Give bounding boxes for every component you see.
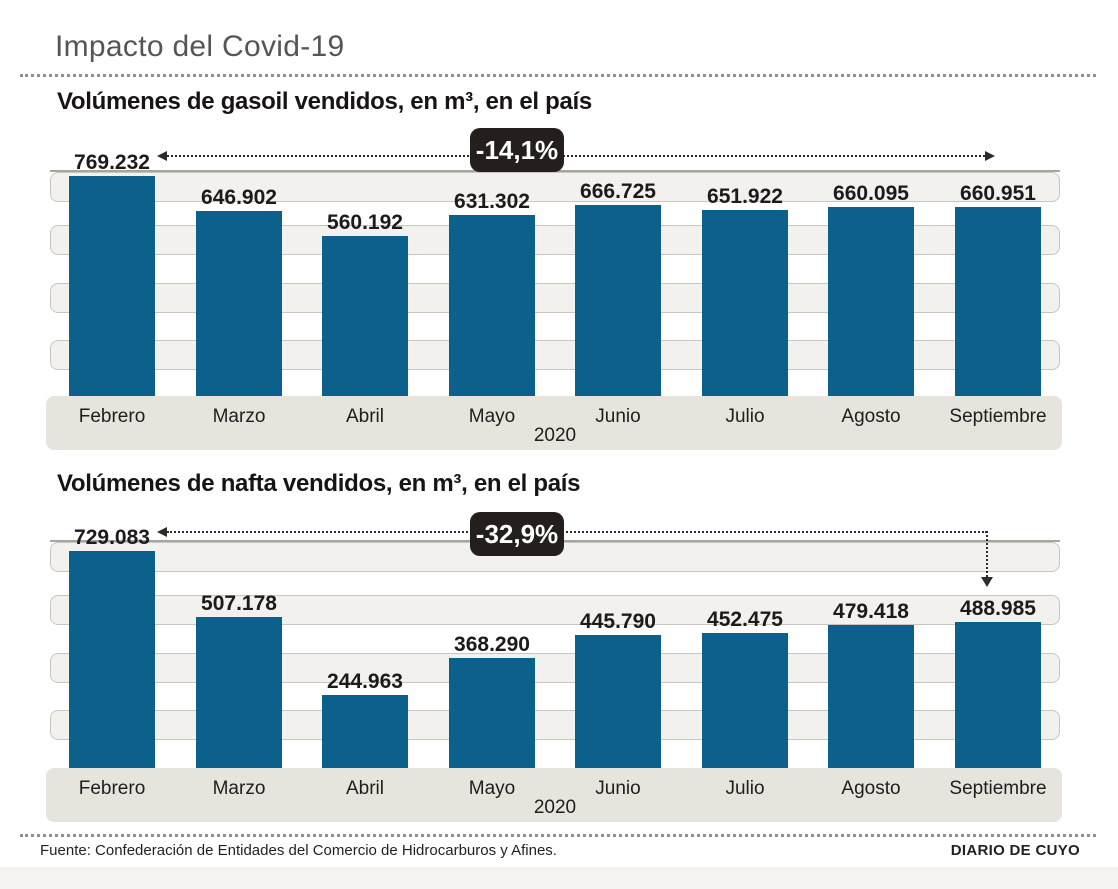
x-axis-label-marzo: Marzo [212,406,266,427]
bar-value-label: 507.178 [201,592,277,615]
bar-febrero [69,551,155,768]
bar-mayo [449,658,535,768]
bar-value-label: 452.475 [707,608,783,631]
bar-value-label: 729.083 [74,526,150,549]
page-title: Impacto del Covid-19 [55,30,345,63]
bar-agosto [828,207,914,396]
chart-title-nafta: Volúmenes de nafta vendidos, en m³, en e… [57,470,581,497]
bottom-strip [0,867,1118,889]
arrowhead-down-icon [981,577,993,587]
bar-mayo [449,215,535,396]
plot-area: 729.083 507.178 244.963 368.290 445.790 452.4… [50,527,1060,768]
chart-title-gasoil: Volúmenes de gasoil vendidos, en m³, en … [57,88,592,115]
bar-marzo [196,211,282,396]
bar-abril [322,695,408,768]
change-arrow-drop [986,531,988,577]
bar-value-label: 631.302 [454,190,530,213]
bar-febrero [69,176,155,396]
change-arrow [157,151,995,161]
arrowhead-left-icon [157,151,167,161]
bar-value-label: 666.725 [580,180,656,203]
x-axis-label-julio: Julio [725,778,765,799]
bar-septiembre [955,207,1041,396]
change-badge: -32,9% [470,512,564,556]
bar-value-label: 368.290 [454,633,530,656]
x-axis-label-septiembre: Septiembre [949,778,1047,799]
bar-value-label: 769.232 [74,151,150,174]
bar-value-label: 244.963 [327,670,403,693]
x-axis-label-abril: Abril [345,406,384,427]
month-labels: Febrero Marzo Abril Mayo Junio Julio Agosto Sep… [46,396,1062,450]
x-axis-label-septiembre: Septiembre [949,406,1047,427]
x-axis-label-abril: Abril [345,778,384,799]
bar-marzo [196,617,282,768]
source-credit: Fuente: Confederación de Entidades del C… [40,842,557,859]
bar-value-label: 646.902 [201,186,277,209]
bar-value-label: 445.790 [580,610,656,633]
bar-value-label: 479.418 [833,600,909,623]
grid-band [50,172,1060,202]
bar-value-label: 651.922 [707,185,783,208]
x-axis-label-marzo: Marzo [212,778,266,799]
bar-julio [702,210,788,396]
x-axis-label-mayo: Mayo [468,778,516,799]
bar-value-label: 488.985 [960,597,1036,620]
bar-septiembre [955,622,1041,768]
arrowhead-right-icon [985,151,995,161]
x-axis-band: Febrero Marzo Abril Mayo Junio Julio Agosto Sep… [46,768,1062,822]
x-axis-label-junio: Junio [595,406,641,427]
bar-abril [322,236,408,396]
year-label: 2020 [533,797,577,818]
plot-area: 769.232 646.902 560.192 631.302 666.725 651.9… [50,152,1060,396]
bar-value-label: 560.192 [327,211,403,234]
bar-value-label: 660.951 [960,182,1036,205]
x-axis-label-agosto: Agosto [841,778,901,799]
publisher-brand: DIARIO DE CUYO [950,842,1080,859]
bar-julio [702,633,788,768]
year-label: 2020 [533,425,577,446]
arrowhead-left-icon [157,527,167,537]
footer-divider [20,834,1096,837]
x-axis-label-febrero: Febrero [78,778,146,799]
x-axis-label-febrero: Febrero [78,406,146,427]
change-badge: -14,1% [470,128,564,172]
title-divider [20,74,1096,77]
x-axis-band: Febrero Marzo Abril Mayo Junio Julio Agosto Sep… [46,396,1062,450]
bar-junio [575,635,661,768]
x-axis-label-junio: Junio [595,778,641,799]
x-axis-label-mayo: Mayo [468,406,516,427]
bar-value-label: 660.095 [833,182,909,205]
x-axis-label-julio: Julio [725,406,765,427]
bar-junio [575,205,661,396]
change-arrow [157,527,987,537]
bar-agosto [828,625,914,768]
month-labels: Febrero Marzo Abril Mayo Junio Julio Agosto Sep… [46,768,1062,822]
x-axis-label-agosto: Agosto [841,406,901,427]
